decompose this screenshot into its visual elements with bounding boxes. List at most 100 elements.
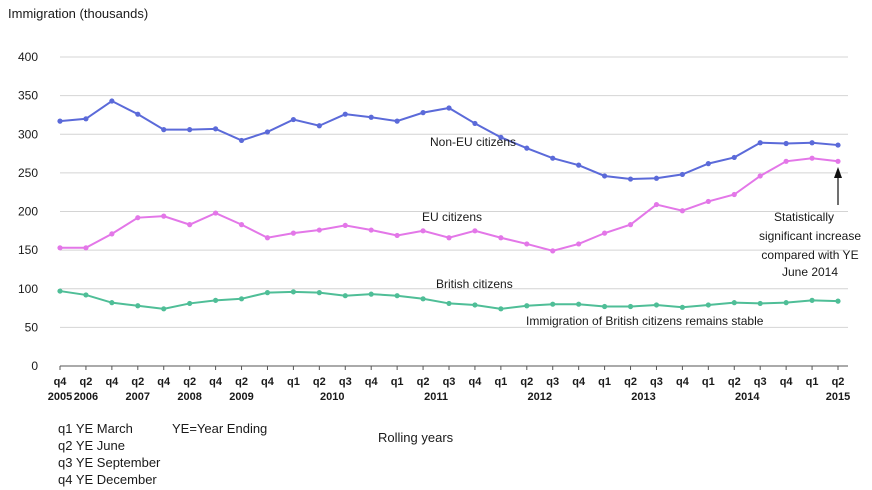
data-point (679, 171, 686, 178)
x-tick-quarter: q2 (520, 376, 533, 388)
arrow-head (834, 167, 842, 178)
data-point (161, 306, 167, 312)
y-tick-label: 400 (18, 50, 38, 64)
data-point (135, 215, 141, 221)
data-point (498, 134, 504, 140)
data-point (757, 173, 763, 179)
data-point (420, 228, 426, 234)
data-point (446, 235, 452, 241)
data-point (420, 110, 426, 116)
data-point (576, 301, 582, 307)
x-tick-year: 2006 (74, 391, 98, 403)
data-point (264, 290, 271, 296)
data-point (602, 173, 608, 179)
data-point (498, 235, 504, 241)
annotation-non-eu: Non-EU citizens (430, 135, 516, 149)
x-tick-year: 2011 (424, 391, 448, 403)
data-point (653, 201, 660, 208)
y-tick-label: 250 (18, 166, 38, 180)
x-tick-quarter: q2 (183, 376, 196, 388)
data-point (238, 222, 245, 228)
data-point (809, 297, 815, 303)
data-point (420, 296, 426, 302)
data-point (679, 208, 686, 214)
y-tick-label: 350 (18, 89, 38, 103)
y-tick-label: 150 (18, 243, 38, 257)
data-point (472, 120, 478, 127)
data-point (187, 127, 193, 133)
data-point (783, 300, 789, 306)
data-point (835, 298, 841, 304)
x-tick-quarter: q4 (54, 376, 68, 388)
data-point (731, 300, 737, 306)
data-point (576, 241, 582, 247)
data-point (316, 290, 322, 296)
data-point (368, 227, 374, 233)
data-point (57, 245, 63, 251)
data-point (524, 241, 530, 247)
note-q3: q3 YE September (58, 455, 161, 470)
data-point (394, 293, 400, 299)
data-point (472, 302, 478, 308)
y-tick-label: 300 (18, 127, 38, 141)
data-point (57, 288, 63, 294)
quarter-legend: q1 YE March q2 YE June q3 YE September q… (58, 420, 160, 488)
note-q4: q4 YE December (58, 472, 157, 487)
note-q2: q2 YE June (58, 438, 125, 453)
data-point (187, 300, 193, 307)
data-point (394, 118, 400, 124)
data-point (161, 127, 167, 133)
data-point (342, 222, 348, 229)
x-tick-year: 2009 (229, 391, 253, 403)
data-point (731, 154, 737, 161)
data-point (679, 304, 686, 310)
data-point (809, 140, 815, 146)
note-q1: q1 YE March (58, 421, 133, 436)
data-point (627, 303, 634, 310)
data-point (757, 140, 763, 146)
annotation-british-stable: Immigration of British citizens remains … (526, 314, 764, 328)
x-tick-quarter: q3 (339, 376, 352, 388)
data-point (83, 292, 89, 298)
x-tick-quarter: q1 (598, 376, 611, 388)
data-point (627, 176, 634, 182)
data-point (550, 248, 556, 254)
data-point (109, 231, 115, 237)
x-tick-quarter: q2 (728, 376, 741, 388)
data-point (264, 235, 271, 241)
data-point (783, 140, 789, 147)
data-point (342, 111, 348, 117)
x-tick-quarter: q4 (676, 376, 690, 388)
data-point (290, 289, 296, 295)
data-point (83, 245, 89, 251)
y-tick-label: 200 (18, 205, 38, 219)
annotation-british: British citizens (436, 277, 513, 291)
x-tick-quarter: q3 (650, 376, 663, 388)
data-point (602, 303, 608, 310)
x-tick-quarter: q1 (702, 376, 715, 388)
x-tick-quarter: q1 (391, 376, 404, 388)
x-tick-year: 2007 (126, 391, 150, 403)
x-tick-year: 2012 (528, 391, 552, 403)
data-point (576, 162, 582, 168)
x-tick-quarter: q4 (209, 376, 223, 388)
x-tick-quarter: q4 (261, 376, 275, 388)
x-tick-quarter: q4 (780, 376, 794, 388)
data-point (524, 303, 530, 309)
data-point (290, 116, 296, 123)
data-point (835, 158, 841, 164)
x-tick-quarter: q4 (469, 376, 483, 388)
data-point (368, 291, 374, 297)
data-point (783, 158, 789, 164)
y-axis-title: Immigration (thousands) (8, 6, 149, 21)
data-point (602, 230, 608, 236)
x-tick-quarter: q1 (287, 376, 300, 388)
data-point (213, 210, 219, 216)
data-point (213, 126, 219, 132)
annotation-eu: EU citizens (422, 210, 482, 224)
y-tick-label: 0 (31, 359, 38, 373)
y-tick-label: 100 (18, 282, 38, 296)
data-point (446, 105, 452, 111)
data-point (342, 293, 348, 299)
